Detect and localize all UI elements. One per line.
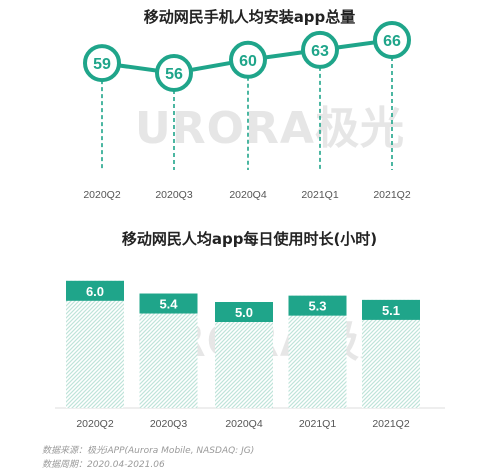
x-tick-label: 2020Q2 xyxy=(76,418,114,430)
x-tick-label: 2021Q2 xyxy=(373,189,411,201)
x-tick-label: 2020Q4 xyxy=(229,189,267,201)
data-label: 5.4 xyxy=(159,297,178,312)
bar-label-box xyxy=(215,302,273,322)
x-tick-label: 2021Q1 xyxy=(301,189,339,201)
bar-label-box xyxy=(362,299,420,320)
bar-label-box xyxy=(66,280,124,301)
line-chart: 59 56 60 63 66 2020Q2 2020Q3 2020Q4 2021Q1 2021Q2 xyxy=(83,21,411,201)
data-point xyxy=(83,44,121,83)
bar xyxy=(66,280,124,408)
bar-label-box xyxy=(139,293,198,314)
data-point xyxy=(301,30,339,69)
data-label: 60 xyxy=(239,53,257,70)
data-label: 66 xyxy=(383,33,401,50)
data-label: 63 xyxy=(311,43,329,60)
data-label: 5.3 xyxy=(308,299,326,314)
footer-source: 数据来源：极光iAPP(Aurora Mobile, NASDAQ: JG) xyxy=(42,446,255,456)
data-label: 5.0 xyxy=(235,305,253,320)
data-label: 5.1 xyxy=(382,303,400,318)
data-point xyxy=(155,54,193,92)
footer-period: 数据周期：2020.04-2021.06 xyxy=(42,460,165,470)
x-tick-label: 2020Q2 xyxy=(83,189,121,201)
x-tick-label: 2020Q3 xyxy=(155,189,193,201)
x-tick-label: 2021Q1 xyxy=(299,418,337,430)
bar-label-box xyxy=(288,295,347,316)
x-tick-label: 2020Q3 xyxy=(150,418,188,430)
line-chart-title: 移动网民手机人均安装app总量 xyxy=(143,8,356,26)
data-label: 56 xyxy=(165,66,183,83)
bar-chart: 6.0 2020Q2 5.4 2020Q3 5.0 2020Q4 5.3 2021Q1 5.1 2… xyxy=(55,280,445,430)
data-point xyxy=(373,21,411,59)
data-label: 6.0 xyxy=(86,284,104,299)
watermark-logo: URORA极光 xyxy=(135,103,405,154)
data-point xyxy=(229,40,267,79)
bar-chart-title: 移动网民人均app每日使用时长(小时) xyxy=(121,230,378,248)
x-tick-label: 2021Q2 xyxy=(372,418,410,430)
x-tick-label: 2020Q4 xyxy=(225,418,263,430)
data-label: 59 xyxy=(93,56,111,73)
